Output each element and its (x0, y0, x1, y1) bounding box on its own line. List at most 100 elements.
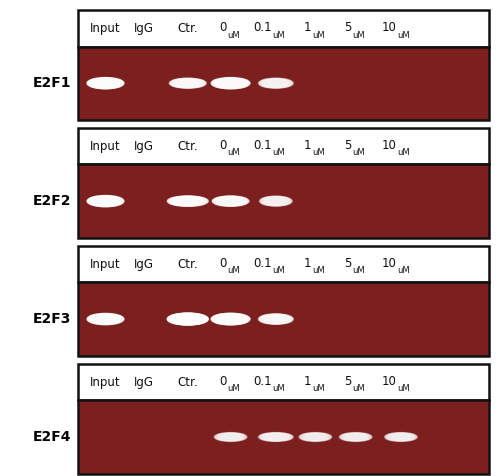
Ellipse shape (224, 436, 236, 438)
Ellipse shape (270, 436, 281, 438)
Text: Ctr.: Ctr. (178, 140, 198, 153)
Ellipse shape (100, 199, 110, 203)
Ellipse shape (217, 197, 244, 205)
Ellipse shape (216, 197, 246, 205)
Ellipse shape (92, 197, 120, 206)
Ellipse shape (179, 81, 196, 86)
Ellipse shape (175, 315, 201, 323)
Ellipse shape (90, 79, 122, 88)
Ellipse shape (90, 315, 120, 324)
Ellipse shape (217, 433, 244, 441)
Text: Ctr.: Ctr. (178, 376, 198, 389)
Text: Ctr.: Ctr. (178, 22, 198, 35)
Text: 10: 10 (382, 257, 397, 270)
Ellipse shape (225, 199, 236, 203)
Ellipse shape (93, 198, 118, 205)
Ellipse shape (263, 315, 288, 323)
Ellipse shape (396, 436, 406, 438)
Ellipse shape (395, 436, 407, 438)
Ellipse shape (268, 435, 283, 439)
Ellipse shape (226, 436, 235, 438)
Ellipse shape (264, 316, 288, 323)
Ellipse shape (87, 78, 124, 89)
Ellipse shape (216, 315, 245, 323)
Ellipse shape (101, 82, 110, 85)
Ellipse shape (270, 81, 282, 85)
Ellipse shape (100, 317, 111, 321)
Ellipse shape (100, 199, 112, 203)
Ellipse shape (184, 200, 192, 202)
Ellipse shape (175, 79, 201, 87)
Ellipse shape (224, 81, 237, 85)
Ellipse shape (92, 79, 119, 87)
Ellipse shape (179, 317, 196, 322)
Ellipse shape (345, 434, 366, 440)
Ellipse shape (98, 317, 112, 321)
Ellipse shape (272, 82, 280, 84)
Ellipse shape (222, 435, 239, 439)
Ellipse shape (220, 80, 242, 87)
Ellipse shape (183, 82, 192, 85)
Ellipse shape (270, 317, 282, 321)
Ellipse shape (224, 435, 237, 439)
Ellipse shape (258, 78, 294, 88)
Ellipse shape (172, 79, 204, 88)
Ellipse shape (178, 80, 199, 86)
Text: 0: 0 (219, 375, 226, 388)
Ellipse shape (211, 78, 250, 89)
Ellipse shape (263, 197, 288, 205)
Ellipse shape (308, 435, 323, 439)
Ellipse shape (224, 435, 237, 439)
Ellipse shape (270, 82, 281, 85)
Ellipse shape (167, 196, 208, 207)
Text: uM: uM (398, 149, 410, 158)
Ellipse shape (346, 435, 365, 439)
Ellipse shape (341, 433, 370, 441)
Ellipse shape (266, 434, 286, 440)
Ellipse shape (214, 433, 247, 441)
Ellipse shape (93, 315, 118, 323)
Ellipse shape (222, 81, 239, 86)
Ellipse shape (214, 197, 246, 206)
Ellipse shape (184, 318, 192, 320)
Ellipse shape (302, 434, 328, 440)
Ellipse shape (264, 434, 288, 440)
Ellipse shape (184, 82, 191, 84)
Ellipse shape (262, 315, 290, 323)
Ellipse shape (175, 198, 201, 205)
Ellipse shape (178, 198, 198, 204)
Ellipse shape (88, 314, 123, 324)
Ellipse shape (270, 199, 282, 203)
Ellipse shape (264, 434, 287, 440)
Ellipse shape (226, 200, 235, 202)
Ellipse shape (96, 316, 114, 322)
Ellipse shape (98, 199, 113, 203)
Ellipse shape (266, 80, 286, 86)
Ellipse shape (342, 433, 370, 441)
Ellipse shape (88, 78, 123, 89)
Ellipse shape (386, 433, 415, 441)
Ellipse shape (258, 433, 294, 441)
Text: 1: 1 (304, 257, 311, 270)
Text: 0.1: 0.1 (253, 375, 272, 388)
Ellipse shape (94, 316, 117, 323)
Ellipse shape (178, 80, 197, 86)
Ellipse shape (97, 198, 114, 204)
Ellipse shape (302, 434, 328, 440)
Ellipse shape (222, 317, 240, 322)
Ellipse shape (266, 80, 285, 86)
Ellipse shape (101, 318, 110, 320)
Ellipse shape (178, 80, 198, 86)
Ellipse shape (260, 433, 292, 441)
Ellipse shape (219, 316, 242, 323)
Ellipse shape (214, 79, 248, 88)
Ellipse shape (272, 200, 280, 202)
Ellipse shape (344, 434, 367, 440)
Ellipse shape (93, 79, 118, 87)
Ellipse shape (218, 434, 244, 440)
Ellipse shape (228, 318, 234, 320)
Text: 5: 5 (344, 21, 352, 34)
Text: uM: uM (228, 30, 240, 40)
Ellipse shape (214, 79, 247, 88)
Ellipse shape (103, 200, 108, 202)
